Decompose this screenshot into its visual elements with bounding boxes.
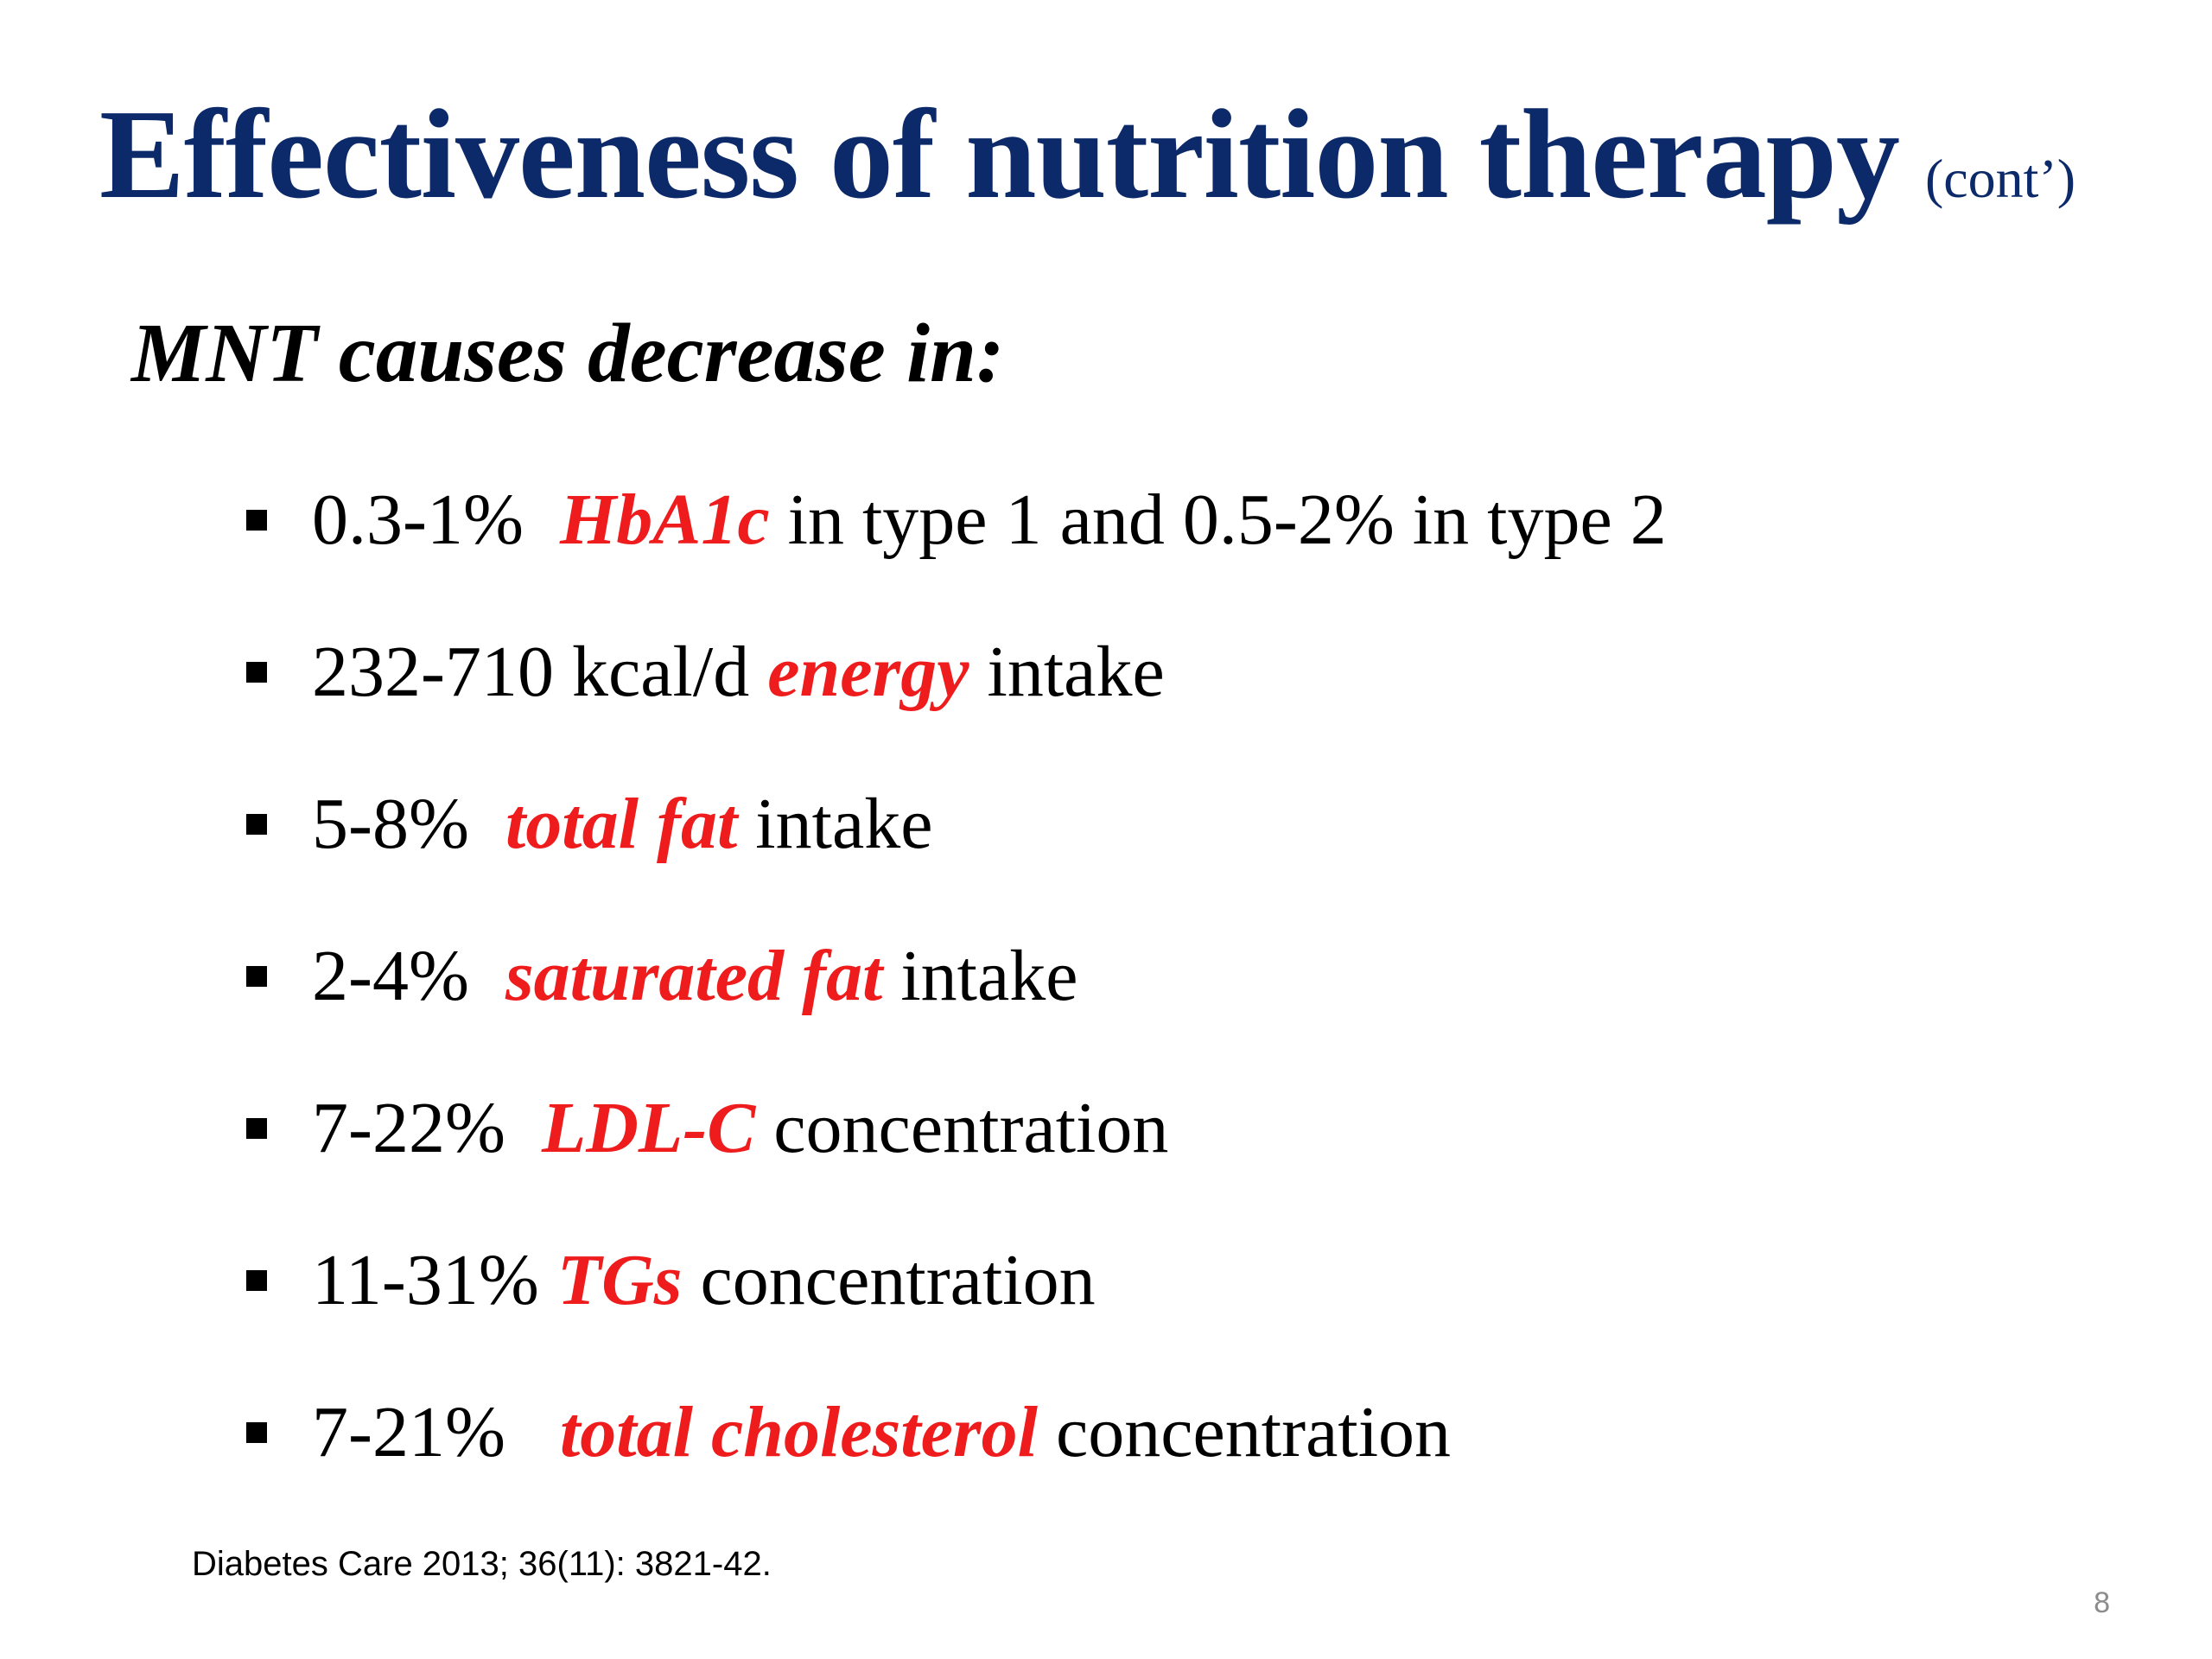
square-bullet-icon [246,1270,267,1291]
bullet-value: 5-8% [312,784,505,864]
bullet-value: 7-21% [312,1392,560,1472]
bullet-item-energy: 232-710 kcal/d energy intake [246,636,1667,788]
bullet-value: 11-31% [312,1240,557,1320]
title-main: Effectiveness of nutrition therapy [99,84,1900,226]
bullet-value: 7-22% [312,1088,542,1168]
bullet-term: LDL-C [541,1088,756,1168]
page-number: 8 [2094,1586,2110,1619]
bullet-rest: concentration [1037,1392,1452,1472]
bullet-rest: intake [737,784,933,864]
slide-title: Effectiveness of nutrition therapy (cont’… [99,91,2075,219]
bullet-list: 0.3-1% HbA1c in type 1 and 0.5-2% in typ… [246,484,1667,1548]
citation: Diabetes Care 2013; 36(11): 3821-42. [192,1545,772,1583]
bullet-item-tgs: 11-31% TGs concentration [246,1244,1667,1396]
bullet-term: saturated fat [505,936,883,1016]
bullet-rest: concentration [682,1240,1096,1320]
square-bullet-icon [246,966,267,987]
bullet-term: HbA1c [559,480,770,560]
bullet-item-total-cholesterol: 7-21% total cholesterol concentration [246,1396,1667,1548]
bullet-value: 0.3-1% [312,480,560,560]
bullet-term: total cholesterol [559,1392,1038,1472]
square-bullet-icon [246,1422,267,1443]
bullet-item-ldl-c: 7-22% LDL-C concentration [246,1092,1667,1244]
bullet-value: 2-4% [312,936,505,1016]
square-bullet-icon [246,510,267,531]
bullet-rest: intake [882,936,1078,1016]
square-bullet-icon [246,1118,267,1139]
bullet-rest: in type 1 and 0.5-2% in type 2 [769,480,1667,560]
bullet-term: total fat [505,784,738,864]
square-bullet-icon [246,662,267,683]
bullet-item-hba1c: 0.3-1% HbA1c in type 1 and 0.5-2% in typ… [246,484,1667,636]
bullet-term: TGs [556,1240,683,1320]
title-suffix: (cont’) [1924,148,2076,209]
square-bullet-icon [246,814,267,835]
bullet-item-saturated-fat: 2-4% saturated fat intake [246,940,1667,1092]
bullet-rest: concentration [755,1088,1169,1168]
bullet-item-total-fat: 5-8% total fat intake [246,788,1667,940]
bullet-term: energy [767,632,969,712]
bullet-rest: intake [969,632,1165,712]
slide-subtitle: MNT causes decrease in: [131,307,1005,399]
bullet-value: 232-710 kcal/d [312,632,768,712]
